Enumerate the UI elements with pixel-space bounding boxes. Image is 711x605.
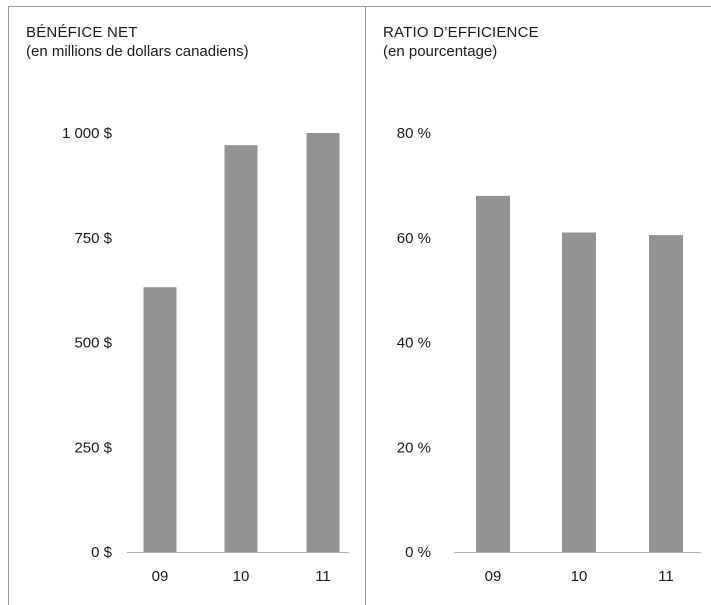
x-tick-label: 10 <box>233 568 250 585</box>
bar <box>224 145 258 552</box>
y-tick-label: 1 000 $ <box>62 125 113 142</box>
efficiency-ratio-panel: RATIO D’EFFICIENCE (en pourcentage) 0 % 2… <box>366 6 711 605</box>
left-border <box>8 6 9 605</box>
panel-divider <box>365 6 366 605</box>
y-tick-label: 40 % <box>397 335 431 352</box>
y-tick-label: 0 $ <box>91 544 113 561</box>
y-tick-label: 60 % <box>397 230 431 247</box>
x-tick-label: 09 <box>152 568 169 585</box>
y-tick-label: 80 % <box>397 125 431 142</box>
chart-title: BÉNÉFICE NET <box>26 24 138 41</box>
efficiency-ratio-chart: 0 % 20 % 40 % 60 % 80 % 09 10 11 <box>397 125 701 585</box>
bar <box>143 287 177 552</box>
y-tick-label: 250 $ <box>74 439 112 456</box>
y-tick-label: 0 % <box>405 544 431 561</box>
top-border <box>8 6 711 7</box>
bar <box>306 133 340 552</box>
net-income-chart: 0 $ 250 $ 500 $ 750 $ 1 000 $ 09 10 11 <box>62 125 349 585</box>
y-tick-label: 750 $ <box>74 230 112 247</box>
bar <box>649 235 683 552</box>
x-tick-label: 09 <box>485 568 502 585</box>
x-tick-label: 11 <box>658 568 674 585</box>
x-tick-label: 11 <box>315 568 331 585</box>
net-income-panel: BÉNÉFICE NET (en millions de dollars can… <box>9 6 365 605</box>
chart-subtitle: (en millions de dollars canadiens) <box>26 43 249 60</box>
y-tick-label: 20 % <box>397 439 431 456</box>
chart-subtitle: (en pourcentage) <box>383 43 498 60</box>
y-tick-label: 500 $ <box>74 335 112 352</box>
bar <box>562 232 596 552</box>
x-tick-label: 10 <box>571 568 588 585</box>
bar <box>476 195 510 552</box>
chart-title: RATIO D’EFFICIENCE <box>383 24 539 41</box>
